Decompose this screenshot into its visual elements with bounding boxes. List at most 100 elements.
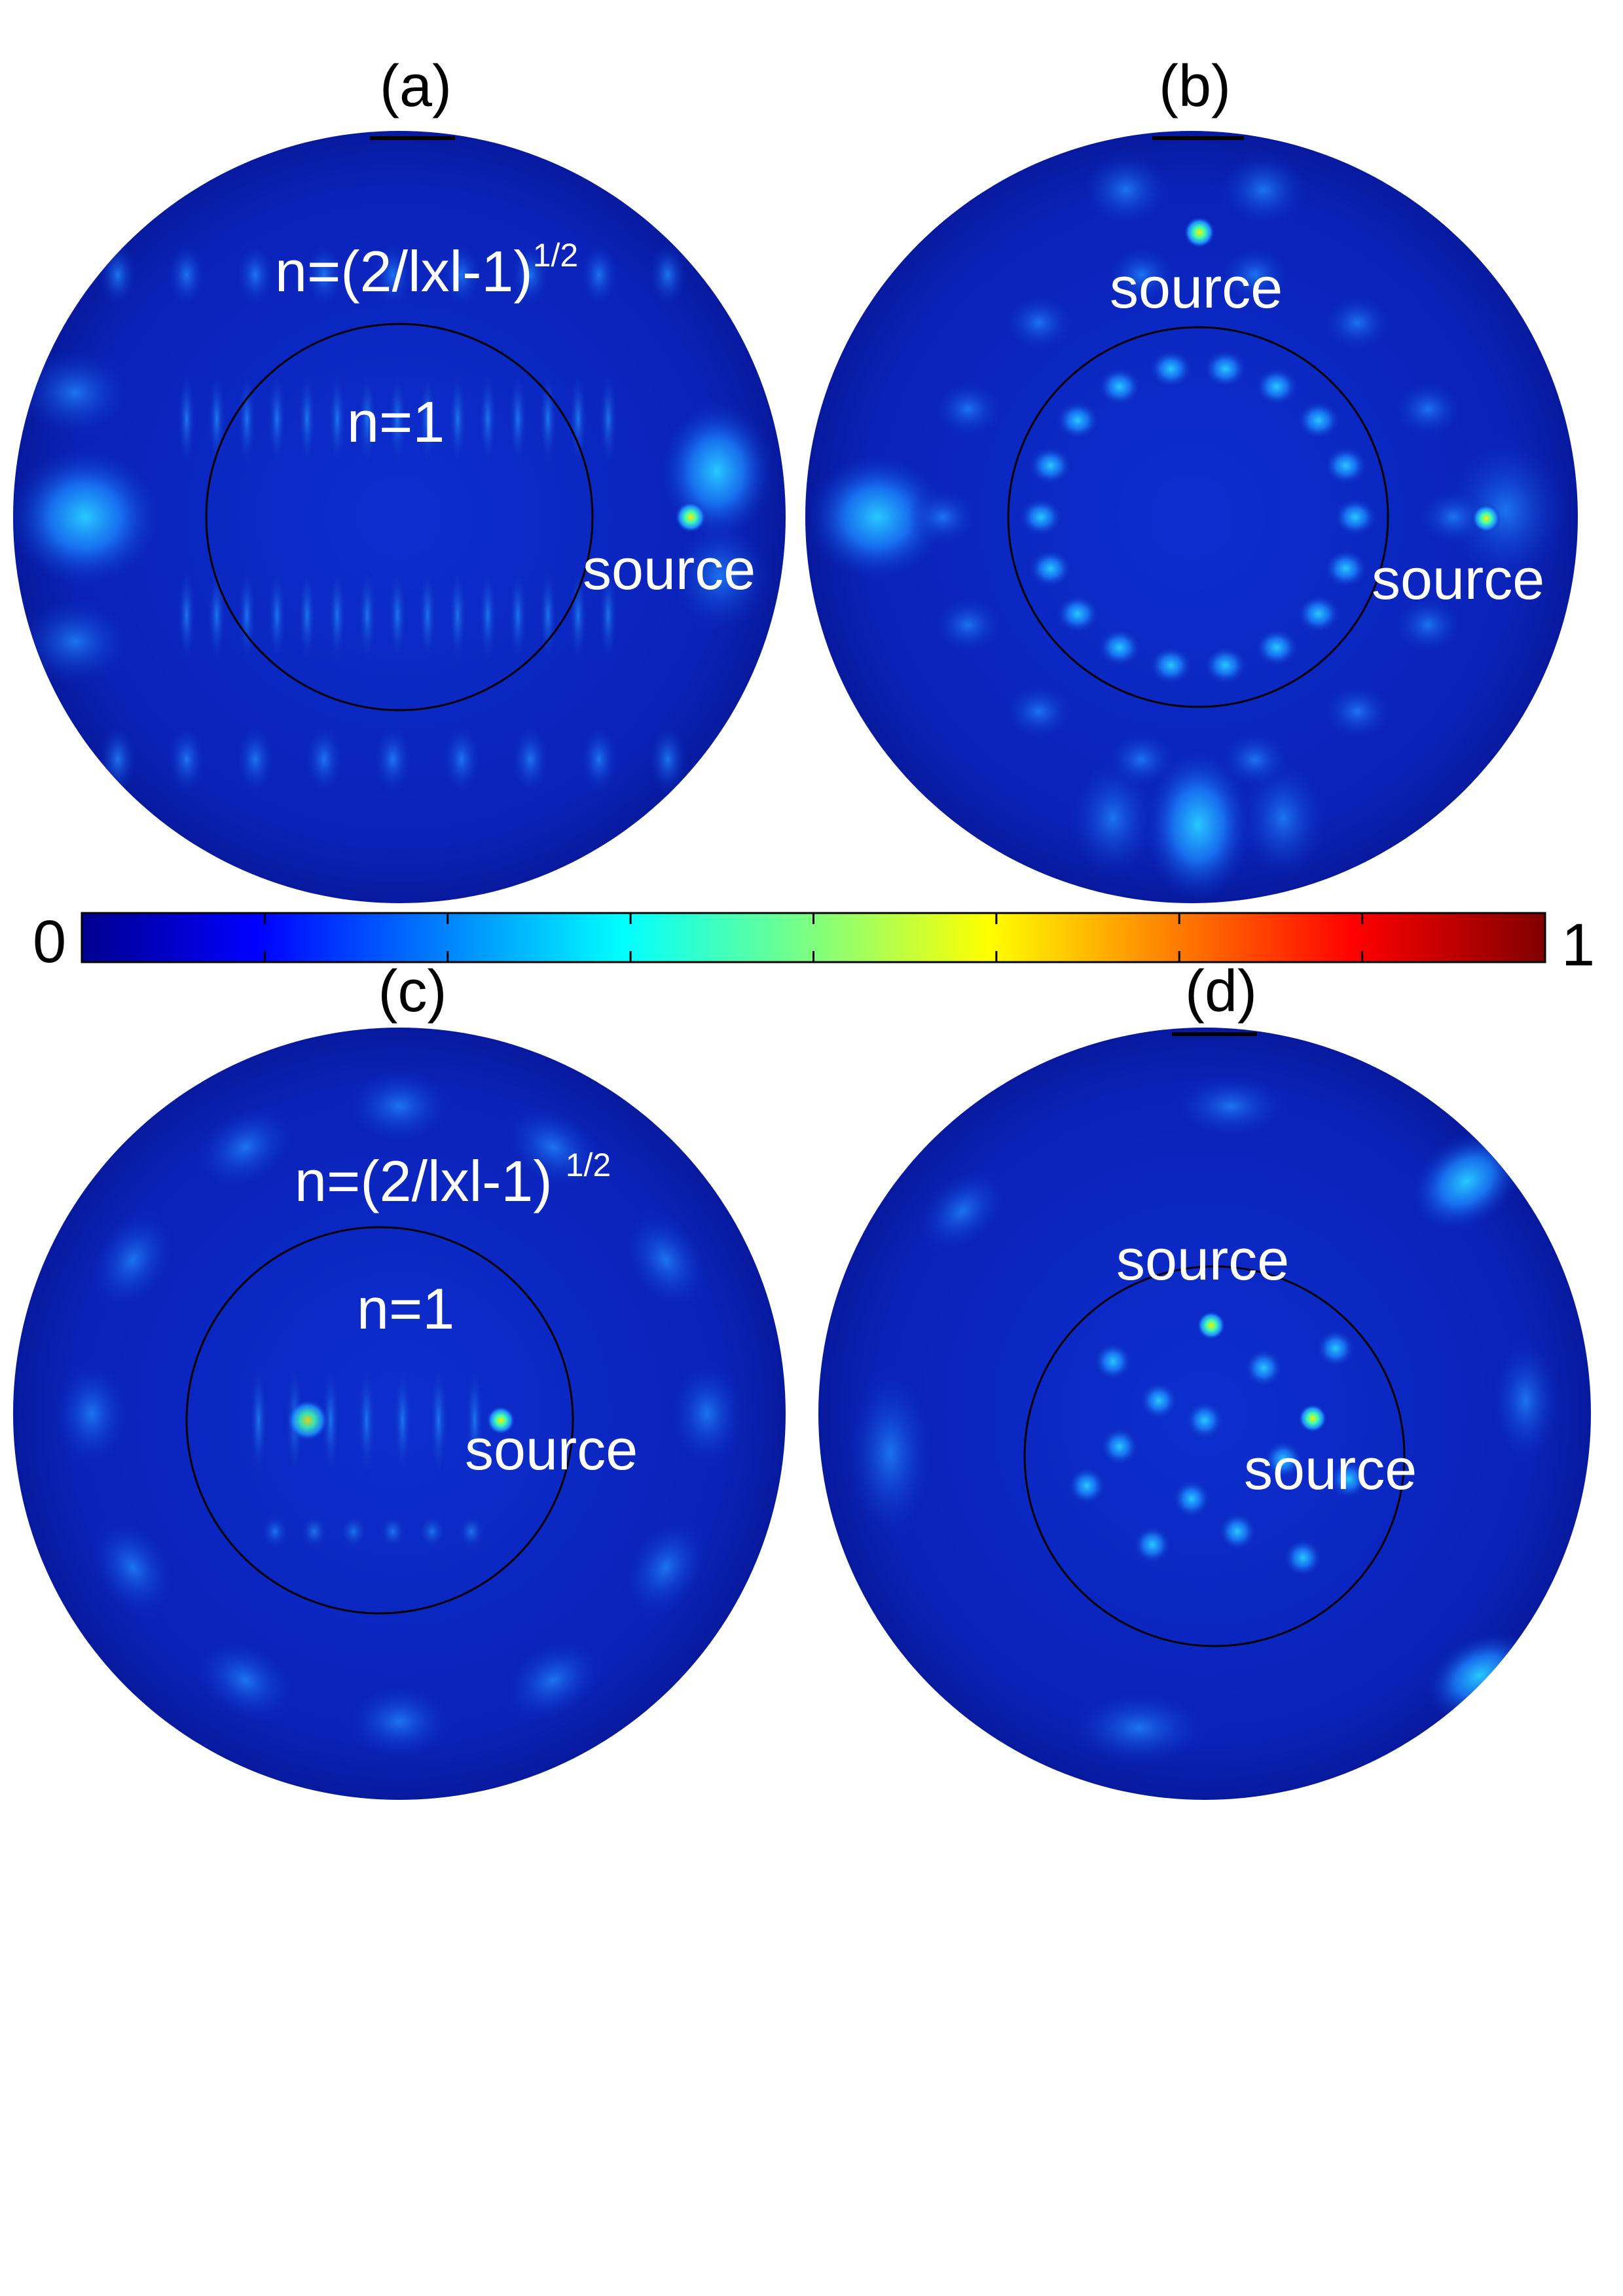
- panel-c-ring-lobe: [344, 1682, 455, 1761]
- panel-a-fringe: [569, 566, 587, 664]
- panel-a-fringe: [238, 566, 256, 664]
- panel-c-image-point: [287, 1399, 329, 1441]
- panel-c-fringe: [357, 1361, 376, 1479]
- panel-b-spot: [1105, 245, 1178, 304]
- panel-d-spot: [1244, 1348, 1283, 1388]
- panel-b-source-point-right: [1472, 504, 1501, 533]
- panel-a-fringe: [373, 242, 412, 308]
- panel-b-spot: [907, 488, 979, 547]
- panel-a-fringe: [579, 723, 619, 795]
- panel-a-source-label: source: [583, 537, 756, 601]
- panel-a-source-point: [675, 501, 706, 533]
- colorbar-max-label: 1: [1561, 912, 1595, 978]
- panel-b-spot: [1321, 293, 1394, 352]
- panel-c-inner-index-label: n=1: [357, 1276, 454, 1341]
- panel-d-spot: [1329, 1460, 1368, 1499]
- panel-d-spot: [1185, 1401, 1224, 1440]
- panel-d-spot: [1100, 1427, 1139, 1466]
- panel-d-spot: [1283, 1538, 1322, 1577]
- panel-a-fringe: [304, 723, 344, 795]
- panel-b-spot: [1392, 595, 1465, 655]
- panel-a-fringe: [579, 242, 619, 308]
- panel-b-spot: [1417, 488, 1489, 547]
- panel-b-spot: [1323, 548, 1368, 588]
- panel-d-spot: [1218, 1512, 1257, 1551]
- panel-a-fringe: [268, 566, 286, 664]
- panel-c-ring-lobe: [621, 1515, 710, 1620]
- panel-b-spot: [1254, 367, 1299, 406]
- panel-a-fringe: [448, 566, 467, 664]
- panel-a-fringe: [358, 370, 376, 468]
- panel-a-fringe: [599, 566, 617, 664]
- panel-a-fringe: [479, 370, 497, 468]
- panel-b-spot: [932, 380, 1004, 439]
- panel-a-fringe: [509, 566, 527, 664]
- panel-b-label: (b): [1159, 54, 1231, 119]
- panel-a-fringe: [418, 370, 437, 468]
- panel-a-fringe: [539, 370, 557, 468]
- panel-b-spot: [1097, 628, 1142, 668]
- panel-a-fringe: [509, 370, 527, 468]
- panel-a-pattern: [13, 242, 776, 795]
- panel-c-fringe: [378, 1513, 407, 1550]
- panel-a-fringe: [569, 370, 587, 468]
- panel-a-fringe: [388, 566, 407, 664]
- panel-a-fringe: [98, 242, 137, 308]
- panel-c-ring-lobe: [501, 1636, 606, 1725]
- panel-a-fringe: [328, 566, 346, 664]
- panel-d-label: (d): [1185, 959, 1257, 1024]
- panel-c-fringe: [339, 1513, 368, 1550]
- panel-a-outer-index-label: n=(2/lxl-1)1/2: [275, 237, 578, 304]
- panel-c-fringe: [429, 1361, 448, 1479]
- panel-a-inner-index-label: n=1: [347, 389, 445, 454]
- panel-a-fringe: [479, 566, 497, 664]
- panel-a-fringe: [304, 242, 344, 308]
- panel-d-spot: [1093, 1342, 1133, 1381]
- panel-a-fringe: [648, 242, 687, 308]
- panel-a-fringe: [167, 242, 206, 308]
- panel-b-spot: [1218, 730, 1291, 789]
- panel-d-source-label-right: source: [1244, 1437, 1417, 1501]
- panel-c-field: [13, 1028, 786, 1800]
- colorbar: [81, 912, 1546, 963]
- panel-c-fringe: [465, 1361, 484, 1479]
- panel-a-fringe: [358, 566, 376, 664]
- panel-b-spot: [1218, 245, 1291, 304]
- panel-a-fringe: [648, 723, 687, 795]
- panel-c-fringe: [418, 1513, 447, 1550]
- panel-c-ring-lobe: [193, 1636, 298, 1725]
- panel-c-ring-lobe: [52, 1358, 131, 1469]
- panel-c-ring-lobe: [501, 1103, 606, 1192]
- panel-a-fringe: [298, 566, 316, 664]
- panel-b-spot: [1148, 645, 1194, 685]
- panel-c-source-label: source: [465, 1417, 638, 1482]
- panel-b-spot: [1321, 682, 1394, 742]
- panel-b-spot: [1203, 645, 1248, 685]
- panel-b-spot: [1323, 446, 1368, 486]
- panel-d-spot: [1172, 1479, 1211, 1518]
- panel-a-label: (a): [380, 54, 452, 119]
- panel-b-spot: [1028, 446, 1073, 486]
- panel-a-fringe: [511, 242, 550, 308]
- panel-c-ring-lobe: [621, 1208, 710, 1312]
- panel-d-spot: [1139, 1381, 1178, 1420]
- panel-b-spot: [1055, 401, 1101, 440]
- panel-b-spot: [932, 595, 1004, 655]
- panel-a-fringe: [511, 723, 550, 795]
- panel-b-spot: [1392, 380, 1465, 439]
- panel-a-fringe: [177, 370, 196, 468]
- panel-b-field: [805, 131, 1578, 903]
- panel-c-pattern: [52, 1067, 746, 1761]
- panel-c-source-point: [486, 1406, 515, 1435]
- panel-c-ring-lobe: [193, 1103, 298, 1192]
- panel-a-fringe: [418, 566, 437, 664]
- panel-c-fringe: [457, 1513, 486, 1550]
- panel-d-spot: [1067, 1466, 1106, 1505]
- panel-a-fringe: [448, 370, 467, 468]
- panel-b-spot: [1028, 548, 1073, 588]
- panel-c-fringe: [393, 1361, 412, 1479]
- panel-b-source-point-top: [1184, 217, 1215, 248]
- panel-b-spot: [1097, 367, 1142, 406]
- panel-b-spot: [1148, 349, 1194, 389]
